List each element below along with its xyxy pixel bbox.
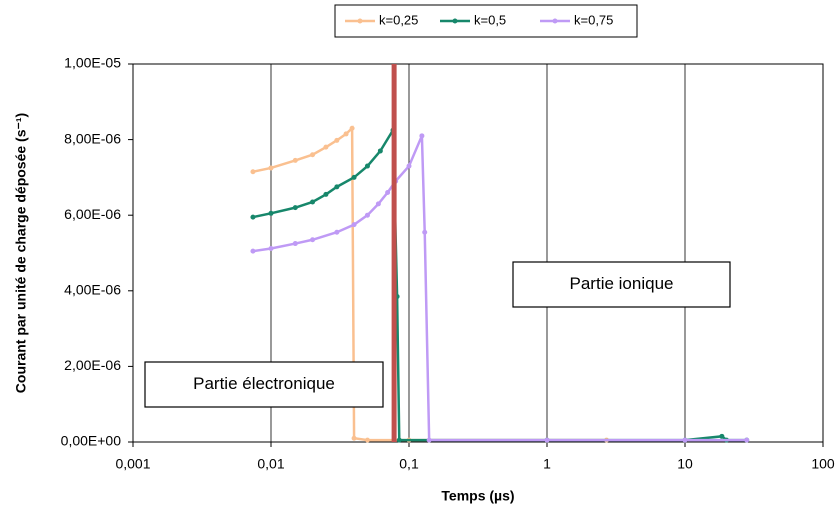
data-point bbox=[419, 133, 425, 139]
data-point bbox=[375, 201, 381, 207]
data-point bbox=[310, 199, 316, 205]
legend-marker bbox=[357, 18, 363, 24]
data-point bbox=[377, 148, 383, 154]
y-tick-label: 8,00E-06 bbox=[64, 130, 121, 146]
y-tick-label: 6,00E-06 bbox=[64, 206, 121, 222]
data-point bbox=[343, 131, 349, 137]
y-tick-label: 2,00E-06 bbox=[64, 357, 121, 373]
data-point bbox=[349, 125, 355, 131]
data-point bbox=[334, 184, 340, 190]
data-point bbox=[422, 229, 428, 235]
x-tick-label: 0,001 bbox=[115, 456, 150, 472]
x-tick-label: 1 bbox=[543, 456, 551, 472]
annotation: Partie électronique bbox=[193, 374, 335, 393]
data-point bbox=[351, 435, 357, 441]
data-point bbox=[426, 437, 432, 443]
data-point bbox=[268, 210, 274, 216]
plot-frame bbox=[132, 63, 824, 443]
data-point bbox=[364, 163, 370, 169]
x-axis-label: Temps (µs) bbox=[441, 488, 514, 504]
data-point bbox=[323, 144, 329, 150]
y-tick-label: 1,00E-05 bbox=[64, 55, 121, 71]
data-point bbox=[250, 169, 256, 175]
data-point bbox=[744, 437, 750, 443]
data-point bbox=[351, 222, 357, 228]
data-point bbox=[310, 152, 316, 158]
y-tick-label: 4,00E-06 bbox=[64, 282, 121, 298]
annotation: Partie ionique bbox=[570, 274, 674, 293]
data-point bbox=[323, 191, 329, 197]
data-point bbox=[250, 248, 256, 254]
data-point bbox=[292, 157, 298, 163]
y-tick-label: 0,00E+00 bbox=[61, 433, 122, 449]
x-tick-label: 100 bbox=[811, 456, 835, 472]
legend-box bbox=[334, 4, 638, 38]
data-point bbox=[334, 229, 340, 235]
y-axis-label: Courant par unité de charge déposée (s⁻¹… bbox=[13, 113, 29, 393]
data-point bbox=[334, 137, 340, 143]
data-point bbox=[268, 165, 274, 171]
data-point bbox=[385, 190, 391, 196]
x-tick-label: 10 bbox=[677, 456, 693, 472]
legend-label: k=0,25 bbox=[379, 12, 418, 27]
annotation-box bbox=[512, 261, 731, 308]
x-tick-label: 0,01 bbox=[257, 456, 284, 472]
data-point bbox=[364, 437, 370, 443]
data-point bbox=[682, 437, 688, 443]
data-point bbox=[396, 437, 402, 443]
legend-marker bbox=[552, 18, 558, 24]
data-point bbox=[544, 437, 550, 443]
legend-item: k=0,5 bbox=[440, 12, 506, 27]
annotation-box bbox=[144, 361, 384, 408]
data-point bbox=[364, 212, 370, 218]
data-point bbox=[292, 241, 298, 247]
data-point bbox=[351, 174, 357, 180]
legend-label: k=0,75 bbox=[574, 12, 613, 27]
x-tick-label: 0,1 bbox=[399, 456, 419, 472]
data-point bbox=[268, 245, 274, 251]
legend-item: k=0,25 bbox=[345, 12, 418, 27]
data-point bbox=[250, 214, 256, 220]
data-point bbox=[310, 237, 316, 243]
legend-label: k=0,5 bbox=[474, 12, 506, 27]
legend-marker bbox=[452, 18, 458, 24]
data-point bbox=[292, 205, 298, 211]
data-point bbox=[406, 163, 412, 169]
legend-item: k=0,75 bbox=[540, 12, 613, 27]
data-point bbox=[719, 433, 725, 439]
